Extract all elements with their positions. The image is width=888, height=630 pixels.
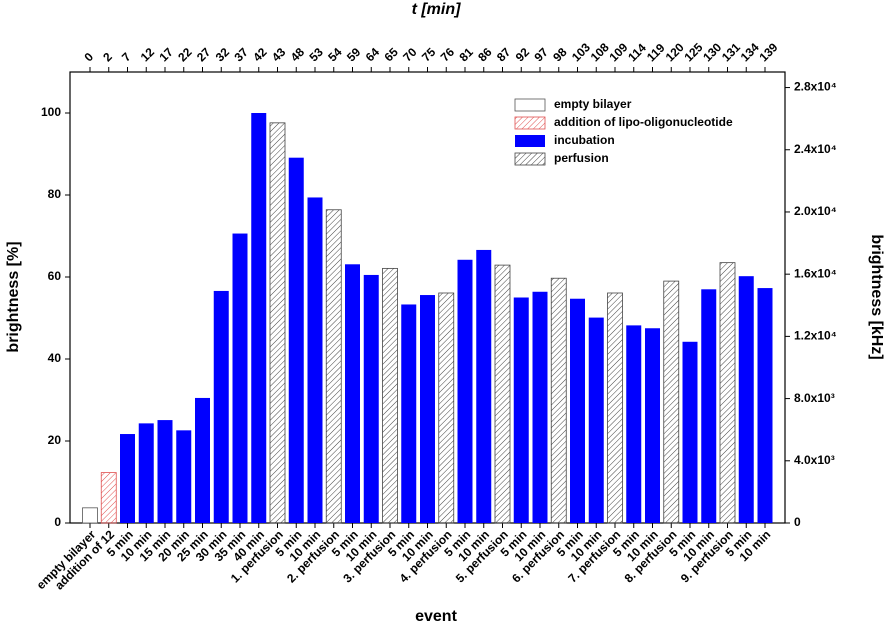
- bar: [82, 507, 98, 524]
- legend-label: empty bilayer: [554, 97, 632, 111]
- x2-tick-label: 48: [288, 45, 308, 65]
- y2-tick-label: 8.0x10³: [794, 391, 835, 405]
- bar: [420, 295, 435, 523]
- bar: [269, 122, 286, 524]
- bar: [176, 430, 192, 523]
- x2-tick-label: 17: [156, 45, 176, 65]
- y-tick-label: 0: [54, 515, 61, 529]
- bar: [288, 157, 304, 523]
- x2-tick-label: 139: [756, 40, 780, 64]
- y2-tick-label: 2.0x10⁴: [794, 204, 837, 218]
- x2-tick-label: 0: [81, 50, 96, 65]
- bar: [513, 297, 529, 523]
- y-tick-label: 20: [48, 433, 62, 447]
- bar: [363, 274, 379, 523]
- bar: [251, 113, 267, 523]
- legend-swatch: [514, 98, 546, 112]
- bar: [757, 288, 773, 523]
- x2-tick-label: 43: [269, 45, 289, 65]
- bar: [701, 289, 717, 523]
- y2-tick-label: 0: [794, 515, 801, 529]
- bar: [157, 420, 173, 523]
- y-tick-label: 60: [48, 269, 62, 283]
- bar: [195, 397, 210, 523]
- bar: [401, 304, 417, 523]
- bar: [120, 434, 135, 523]
- bar: [213, 290, 229, 523]
- legend-swatch: [515, 135, 545, 147]
- y-tick-label: 100: [41, 105, 61, 119]
- x2-tick-label: 7: [119, 50, 134, 65]
- y-tick-label: 40: [48, 351, 62, 365]
- bar: [532, 291, 548, 523]
- legend-swatch: [514, 152, 546, 166]
- bar: [457, 259, 473, 523]
- bar: [345, 264, 360, 523]
- x2-tick-label: 75: [419, 45, 439, 65]
- bar: [719, 262, 736, 524]
- y-tick-label: 80: [48, 187, 62, 201]
- y-axis-title: brightness [%]: [5, 241, 22, 352]
- x2-tick-label: 64: [363, 45, 383, 65]
- x2-tick-label: 81: [456, 45, 476, 65]
- x-axis-title: event: [415, 608, 457, 625]
- x2-tick-label: 42: [250, 45, 270, 65]
- x2-tick-label: 97: [531, 45, 551, 65]
- bar: [438, 292, 455, 524]
- x2-tick-label: 53: [306, 45, 326, 65]
- bar: [138, 423, 154, 523]
- bar: [100, 472, 117, 524]
- y2-tick-label: 4.0x10³: [794, 453, 835, 467]
- bar: [232, 233, 248, 524]
- bar: [570, 298, 585, 523]
- bar: [738, 276, 754, 523]
- x2-tick-label: 22: [175, 45, 195, 65]
- legend-label: incubation: [554, 133, 615, 147]
- x2-tick-label: 37: [231, 45, 251, 65]
- x2-tick-label: 98: [550, 45, 570, 65]
- bar: [382, 267, 398, 524]
- bar: [550, 277, 567, 524]
- x2-tick-label: 27: [194, 45, 214, 65]
- x2-tick-label: 92: [513, 45, 533, 65]
- x2-tick-label: 2: [100, 50, 115, 65]
- legend-swatch: [514, 116, 546, 130]
- bar: [607, 292, 623, 524]
- x2-tick-label: 59: [344, 45, 364, 65]
- y2-tick-label: 1.2x10⁴: [794, 329, 837, 343]
- x2-tick-label: 87: [494, 45, 514, 65]
- legend-label: addition of lipo-oligonucleotide: [554, 115, 733, 129]
- bar: [682, 341, 698, 523]
- bar: [588, 317, 604, 523]
- bar: [325, 209, 342, 524]
- y2-axis-title: brightness [kHz]: [868, 234, 885, 359]
- bar: [626, 325, 642, 523]
- bar: [307, 197, 323, 523]
- bar: [663, 280, 680, 524]
- x2-axis-title: t [min]: [412, 1, 462, 18]
- legend-label: perfusion: [554, 151, 609, 165]
- x2-tick-label: 86: [475, 45, 495, 65]
- x2-tick-label: 70: [400, 45, 420, 65]
- x2-tick-label: 54: [325, 45, 345, 65]
- x2-tick-label: 12: [138, 45, 158, 65]
- bar: [494, 264, 511, 524]
- bar: [476, 249, 492, 523]
- bar: [645, 328, 660, 523]
- x2-tick-label: 32: [213, 45, 233, 65]
- y2-tick-label: 2.8x10⁴: [794, 80, 837, 94]
- y2-tick-label: 1.6x10⁴: [794, 266, 837, 280]
- x2-tick-label: 65: [381, 45, 401, 65]
- x2-tick-label: 76: [438, 45, 458, 65]
- y2-tick-label: 2.4x10⁴: [794, 142, 837, 156]
